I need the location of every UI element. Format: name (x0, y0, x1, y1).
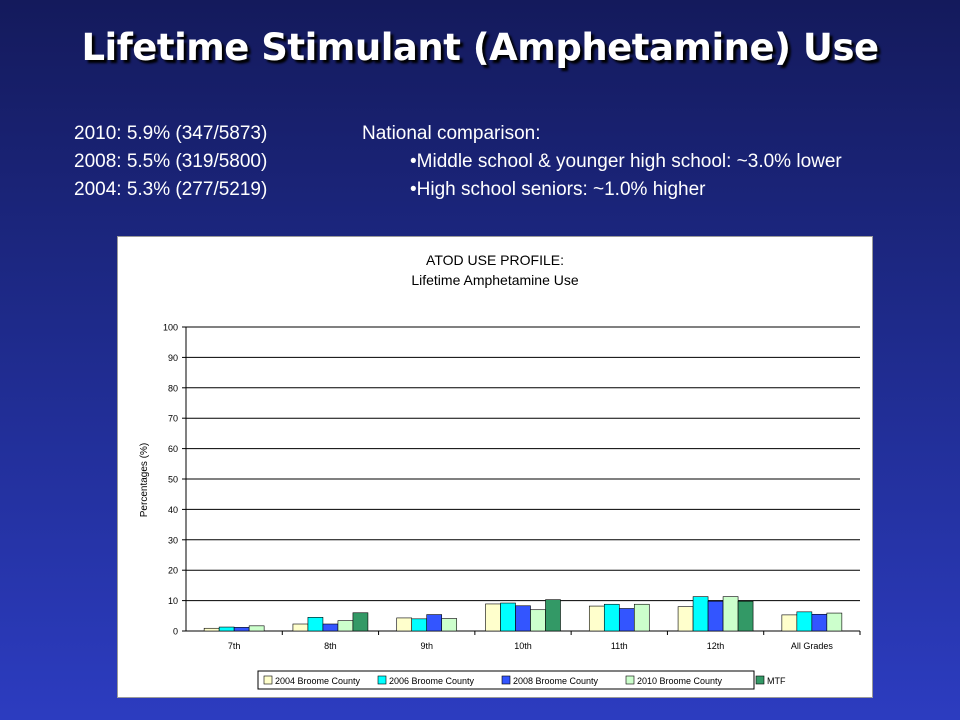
bar-2006-broome-county-11th (603, 603, 620, 632)
stat-2004: 2004: 5.3% (277/5219) (74, 179, 268, 200)
bar-2010-broome-county-9th (441, 618, 458, 632)
y-tick-label: 50 (168, 475, 178, 485)
bar-2010-broome-county-11th (633, 603, 650, 632)
chart-subtitle: Lifetime Amphetamine Use (411, 272, 579, 288)
y-tick-label: 80 (168, 383, 178, 393)
national-heading: National comparison: (362, 123, 541, 144)
bar-2010-broome-county-8th (337, 620, 354, 632)
bar-mtf-10th (545, 599, 561, 632)
chart-title: ATOD USE PROFILE: (426, 252, 564, 268)
bar-2008-broome-county-all-grades (811, 613, 828, 632)
x-tick-label: 12th (707, 641, 725, 651)
y-tick-label: 10 (168, 596, 178, 606)
legend-label: 2008 Broome County (513, 676, 599, 686)
national-comparison: National comparison: •Middle school & yo… (362, 120, 842, 204)
x-tick-label: 10th (514, 641, 532, 651)
bar-2008-broome-county-7th (233, 627, 250, 632)
legend-swatch (263, 675, 273, 685)
bar-mtf-12th (737, 600, 754, 632)
bar-2010-broome-county-7th (248, 625, 265, 632)
bar-2008-broome-county-9th (426, 614, 443, 632)
bar-2006-broome-county-all-grades (796, 611, 813, 632)
bar-2006-broome-county-12th (692, 596, 709, 632)
bar-2006-broome-county-8th (307, 617, 324, 632)
chart-panel: ATOD USE PROFILE: Lifetime Amphetamine U… (117, 236, 873, 698)
legend-label: 2004 Broome County (275, 676, 361, 686)
bar-2004-broome-county-12th (677, 606, 694, 632)
legend-label: 2010 Broome County (637, 676, 723, 686)
bar-2008-broome-county-12th (707, 600, 724, 632)
y-tick-label: 100 (163, 323, 178, 333)
national-bullet-seniors: •High school seniors: ~1.0% higher (410, 179, 706, 200)
stat-2008: 2008: 5.5% (319/5800) (74, 151, 268, 172)
bar-2004-broome-county-10th (485, 603, 501, 632)
bar-chart: ATOD USE PROFILE: Lifetime Amphetamine U… (139, 252, 861, 690)
bar-2008-broome-county-11th (618, 608, 635, 632)
x-tick-label: All Grades (791, 641, 834, 651)
legend-label: MTF (767, 676, 786, 686)
legend-swatch (625, 675, 635, 685)
bar-2004-broome-county-9th (396, 617, 413, 632)
x-tick-label: 11th (611, 641, 628, 651)
legend-swatch (755, 675, 765, 685)
stat-2010: 2010: 5.9% (347/5873) (74, 123, 268, 144)
bar-2010-broome-county-12th (722, 596, 739, 632)
stats-block: 2010: 5.9% (347/5873) 2008: 5.5% (319/58… (74, 120, 267, 204)
y-tick-label: 90 (168, 353, 178, 363)
slide-title: Lifetime Stimulant (Amphetamine) Use (81, 26, 879, 69)
national-bullet-middle: •Middle school & younger high school: ~3… (410, 151, 842, 172)
y-tick-label: 30 (168, 535, 178, 545)
legend-label: 2006 Broome County (389, 676, 475, 686)
legend-swatch (501, 675, 511, 685)
bar-2010-broome-county-all-grades (826, 612, 843, 632)
y-axis-label: Percentages (%) (139, 443, 150, 517)
bar-2004-broome-county-all-grades (781, 614, 798, 632)
x-tick-label: 8th (324, 641, 337, 651)
bar-2006-broome-county-10th (500, 602, 516, 632)
x-tick-label: 9th (420, 641, 433, 651)
bar-2006-broome-county-7th (218, 626, 235, 632)
bar-2010-broome-county-10th (530, 609, 546, 632)
bar-2004-broome-county-11th (588, 605, 605, 632)
bar-mtf-8th (352, 612, 369, 632)
y-tick-label: 40 (168, 505, 178, 515)
y-tick-label: 60 (168, 444, 178, 454)
y-tick-label: 20 (168, 566, 178, 576)
legend-swatch (377, 675, 387, 685)
bar-2004-broome-county-7th (203, 627, 220, 632)
y-tick-label: 70 (168, 414, 178, 424)
y-tick-label: 0 (173, 627, 178, 637)
bar-2004-broome-county-8th (292, 623, 309, 632)
bar-2008-broome-county-8th (322, 623, 339, 632)
bar-2006-broome-county-9th (411, 618, 428, 632)
bar-2008-broome-county-10th (515, 605, 531, 632)
x-tick-label: 7th (228, 641, 241, 651)
